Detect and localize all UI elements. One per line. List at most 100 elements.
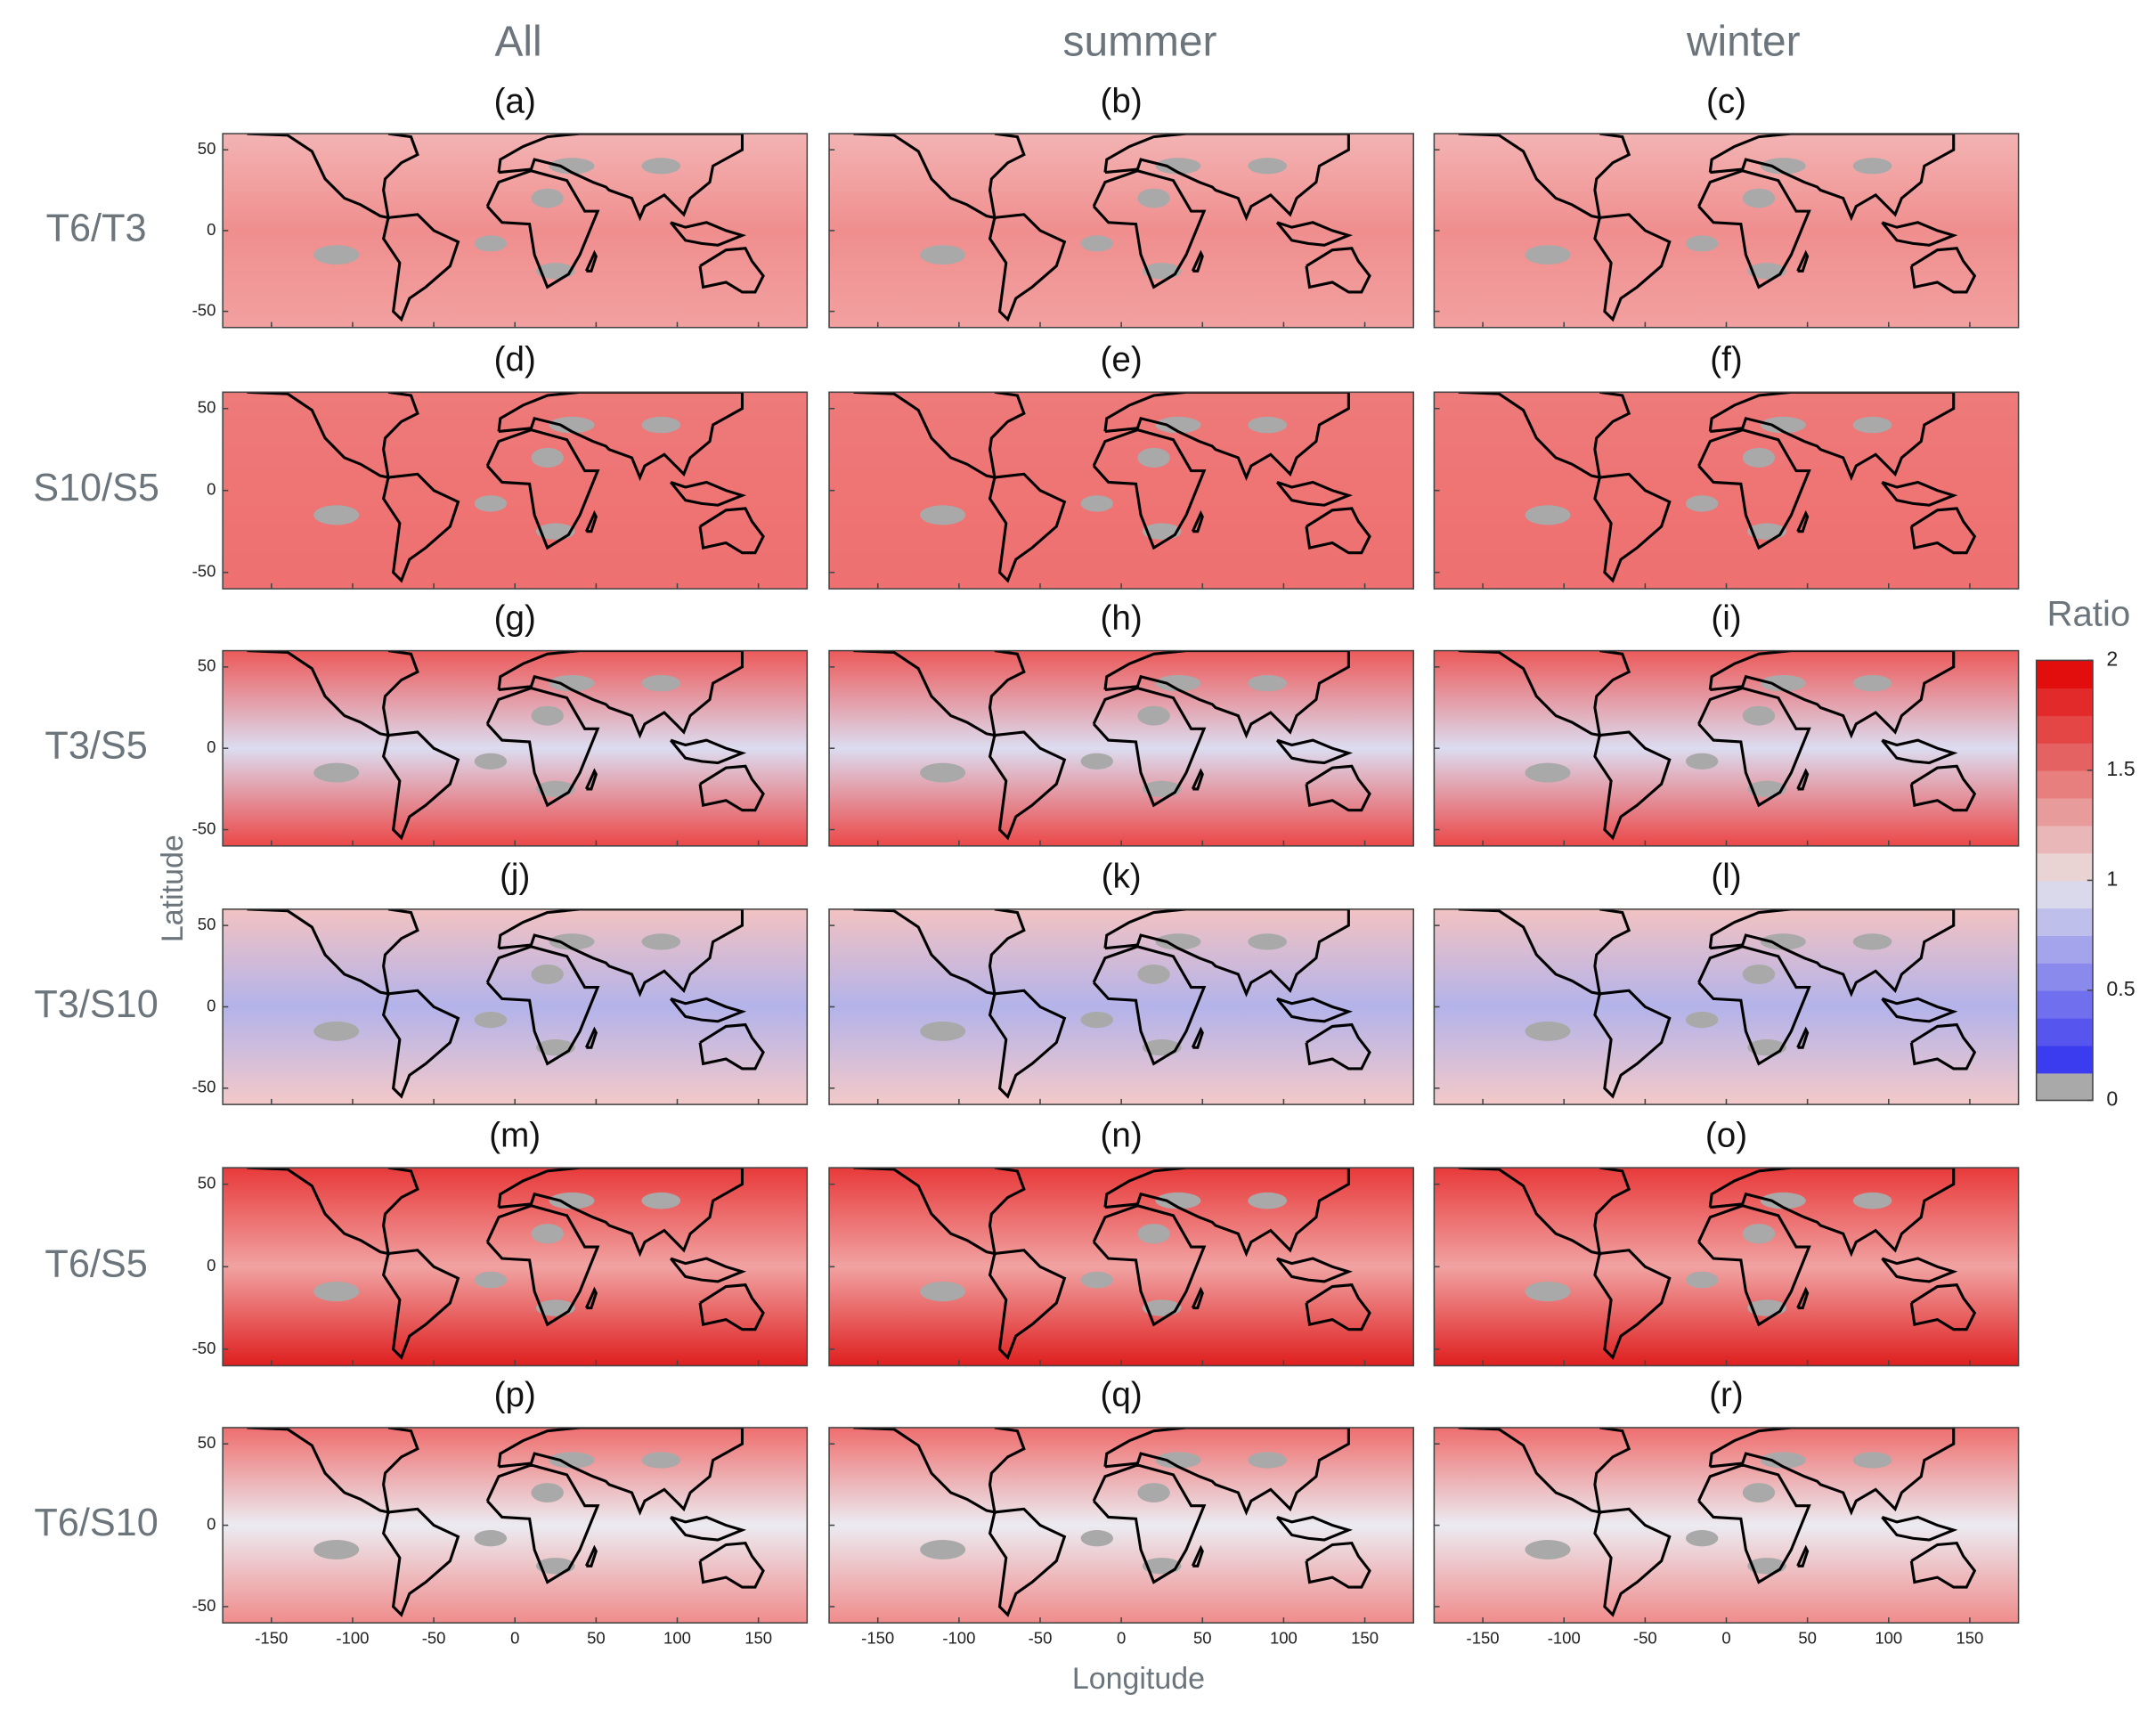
missing-data	[1248, 158, 1288, 175]
coastline	[1305, 1022, 1371, 1071]
missing-data	[920, 1540, 966, 1559]
missing-data	[1685, 1271, 1719, 1289]
coastline	[1593, 1249, 1672, 1361]
missing-data	[1080, 1011, 1114, 1029]
colorbar-tick-label: 0	[2106, 1087, 2118, 1111]
panel-label: (h)	[1101, 599, 1143, 638]
missing-data	[1137, 1483, 1170, 1502]
coastline	[584, 509, 598, 533]
missing-data	[1080, 753, 1114, 769]
y-tick-label: -50	[192, 1596, 216, 1615]
missing-data	[1248, 416, 1288, 434]
missing-data	[1742, 1224, 1776, 1244]
missing-data	[531, 1224, 564, 1244]
coastline	[1881, 1515, 1958, 1542]
map-panel	[1434, 650, 2019, 846]
coastline	[1909, 1542, 1977, 1589]
missing-data	[1248, 933, 1288, 950]
y-tick-label: 50	[198, 1174, 216, 1193]
coastline	[1458, 1168, 1631, 1256]
map-panel	[829, 1168, 1414, 1366]
missing-data	[1685, 753, 1719, 769]
missing-data	[474, 235, 508, 252]
colorbar-band	[2036, 660, 2093, 689]
missing-data	[1852, 1192, 1892, 1209]
coastline	[1796, 509, 1810, 533]
missing-data	[641, 933, 681, 950]
x-tick-label: 150	[744, 1629, 772, 1648]
coastline	[1458, 392, 1631, 480]
missing-data	[1742, 705, 1776, 726]
coastline	[1796, 1286, 1810, 1310]
coastline	[1593, 989, 1672, 1099]
y-tick-label: 0	[207, 996, 216, 1014]
coastline	[485, 169, 600, 289]
colorbar-band	[2036, 908, 2093, 936]
coastline	[1593, 472, 1672, 583]
coastline	[988, 1249, 1067, 1361]
missing-data	[1742, 188, 1776, 208]
colorbar-band	[2036, 1017, 2093, 1046]
coastline	[1909, 507, 1977, 555]
missing-data	[1155, 1452, 1201, 1469]
x-tick-label: -150	[1467, 1629, 1500, 1648]
x-tick-label: -150	[255, 1629, 288, 1648]
map-panel	[1434, 134, 2019, 328]
x-tick-label: 150	[1956, 1629, 1983, 1648]
map-panel	[223, 1168, 808, 1366]
missing-data	[313, 1021, 360, 1041]
missing-data	[1742, 447, 1776, 468]
y-tick-label: 0	[207, 1256, 216, 1274]
coastline	[1191, 1026, 1204, 1049]
coastline	[485, 427, 600, 550]
coastline	[381, 730, 460, 841]
y-tick-label: 0	[207, 480, 216, 499]
panel-label: (l)	[1711, 858, 1741, 896]
missing-data	[1248, 1452, 1288, 1469]
missing-data	[1760, 674, 1806, 692]
colorbar-title: Ratio	[2047, 594, 2131, 634]
x-tick-label: 0	[510, 1629, 519, 1648]
row-label: S10/S5	[33, 467, 159, 509]
coastline	[1697, 169, 1811, 289]
coastline	[1881, 738, 1958, 765]
coastline	[698, 1283, 765, 1331]
x-tick-label: 100	[1270, 1629, 1298, 1648]
missing-data	[1685, 495, 1719, 512]
coastline	[1458, 134, 1631, 220]
coastline	[381, 213, 460, 322]
missing-data	[549, 674, 595, 692]
coastline	[584, 249, 598, 273]
row-label: T3/S10	[34, 983, 158, 1026]
map-panel	[1434, 392, 2019, 590]
x-tick-label: 50	[1798, 1629, 1817, 1648]
missing-data	[531, 1483, 564, 1502]
missing-data	[313, 1281, 360, 1302]
panel-label: (d)	[494, 341, 536, 379]
colorbar-tick-label: 0.5	[2106, 977, 2135, 1000]
y-tick-label: -50	[192, 300, 216, 319]
colorbar-band	[2036, 743, 2093, 771]
column-title: All	[494, 18, 541, 65]
missing-data	[1760, 416, 1806, 434]
map-panel	[223, 650, 808, 846]
x-tick-label: -100	[336, 1629, 369, 1648]
coastline	[1697, 427, 1811, 550]
coastline	[1909, 247, 1977, 294]
coastline	[1458, 1427, 1631, 1514]
coastline	[669, 1257, 747, 1283]
coastline	[381, 472, 460, 583]
panel-label: (e)	[1101, 341, 1143, 379]
x-tick-label: -100	[942, 1629, 975, 1648]
x-tick-label: 0	[1721, 1629, 1730, 1648]
missing-data	[1080, 1530, 1114, 1547]
y-tick-label: 50	[198, 398, 216, 417]
missing-data	[1760, 158, 1806, 175]
coastline	[853, 908, 1026, 996]
coastline	[247, 908, 419, 996]
coastline	[988, 989, 1067, 1099]
coastline	[853, 650, 1026, 737]
coastline	[1697, 945, 1811, 1066]
coastline	[1275, 480, 1354, 507]
map-panel	[829, 650, 1414, 846]
